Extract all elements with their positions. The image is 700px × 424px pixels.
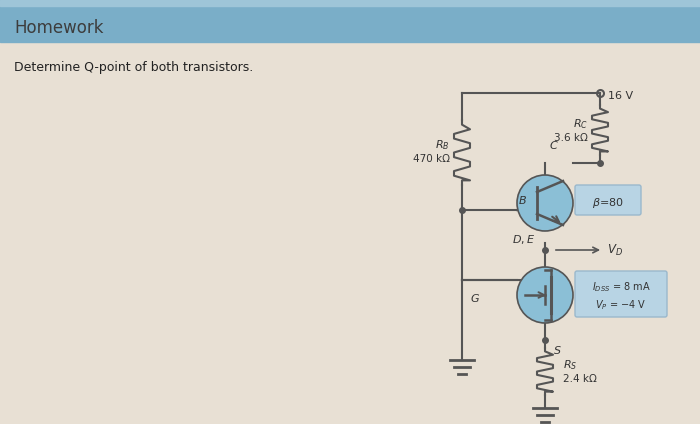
Circle shape (517, 175, 573, 231)
Text: $S$: $S$ (553, 344, 561, 356)
Bar (0, 0, 700, 6)
Text: $R_B$: $R_B$ (435, 139, 450, 152)
Text: $B$: $B$ (518, 194, 527, 206)
Text: 470 kΩ: 470 kΩ (413, 154, 450, 165)
Text: $D, E$: $D, E$ (512, 233, 535, 246)
Text: $V_P$ = −4 V: $V_P$ = −4 V (595, 298, 647, 312)
Text: $V_D$: $V_D$ (607, 243, 623, 257)
Text: $G$: $G$ (470, 292, 480, 304)
Text: $R_S$: $R_S$ (563, 359, 578, 372)
Text: 2.4 kΩ: 2.4 kΩ (563, 374, 597, 385)
FancyBboxPatch shape (575, 271, 667, 317)
Text: Determine Q-point of both transistors.: Determine Q-point of both transistors. (14, 61, 253, 75)
Text: $R_C$: $R_C$ (573, 117, 588, 131)
Text: $\beta$=80: $\beta$=80 (592, 196, 624, 210)
Text: 16 V: 16 V (608, 91, 633, 101)
FancyBboxPatch shape (575, 185, 641, 215)
Text: $I_{DSS}$ = 8 mA: $I_{DSS}$ = 8 mA (592, 280, 650, 294)
Text: $C$: $C$ (549, 139, 559, 151)
Circle shape (517, 267, 573, 323)
Text: Homework: Homework (14, 19, 104, 37)
Text: 3.6 kΩ: 3.6 kΩ (554, 133, 588, 143)
Bar (0, 0, 700, 42)
